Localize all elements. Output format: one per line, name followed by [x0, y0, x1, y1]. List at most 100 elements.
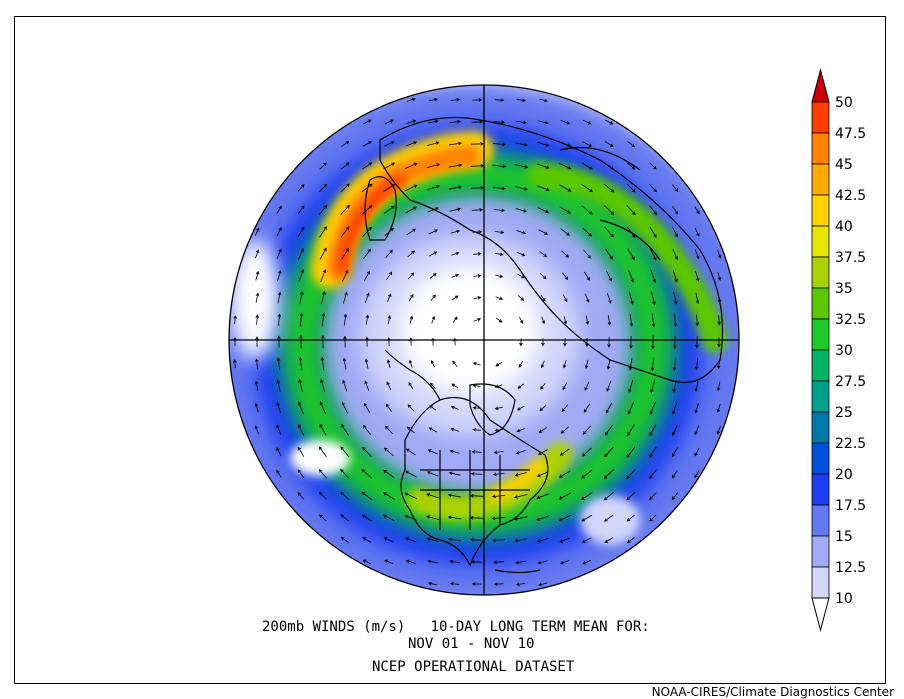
wind-arrow — [717, 293, 722, 304]
wind-arrow — [319, 247, 327, 260]
wind-arrow — [495, 361, 503, 367]
wind-arrow — [514, 186, 528, 191]
wind-arrow — [583, 249, 592, 259]
wind-arrow — [716, 403, 721, 413]
wind-arrow — [427, 141, 440, 146]
wind-arrow — [297, 226, 305, 238]
wind-arrow — [361, 205, 373, 215]
wind-arrow — [536, 163, 550, 169]
wind-arrow — [384, 559, 394, 565]
colorbar-label: 15 — [835, 529, 853, 545]
wind-arrow — [408, 382, 414, 390]
wind-arrow — [604, 537, 614, 543]
wind-arrow — [449, 119, 462, 124]
wind-arrow — [430, 382, 436, 389]
wind-arrow — [450, 427, 459, 432]
wind-arrow — [672, 227, 679, 238]
wind-arrow — [319, 226, 327, 238]
wind-arrow — [319, 423, 327, 436]
wind-arrow — [276, 447, 282, 457]
colorbar-label: 40 — [835, 219, 853, 235]
wind-arrow — [513, 494, 528, 499]
wind-arrow — [515, 582, 526, 587]
wind-arrow — [404, 492, 418, 500]
wind-arrow — [672, 357, 677, 372]
wind-arrow — [581, 447, 592, 457]
wind-arrow — [473, 274, 482, 278]
wind-arrow — [340, 537, 349, 543]
wind-arrow — [383, 537, 394, 543]
wind-arrow — [427, 559, 438, 564]
wind-arrow — [561, 250, 569, 258]
wind-arrow — [537, 141, 550, 147]
wind-arrow — [604, 226, 614, 238]
colorbar-box — [811, 504, 830, 537]
wind-arrow — [716, 381, 721, 392]
wind-arrow — [651, 291, 656, 306]
wind-arrow — [276, 424, 282, 435]
wind-arrow — [649, 424, 657, 437]
wind-arrow — [340, 446, 350, 458]
colorbar-label: 45 — [835, 157, 853, 173]
wind-arrow — [361, 491, 373, 501]
wind-arrow — [536, 515, 550, 521]
colorbar-label: 30 — [835, 343, 853, 359]
wind-arrow — [340, 468, 350, 479]
wind-arrow — [559, 184, 572, 192]
wind-arrow — [404, 514, 417, 521]
wind-arrow — [672, 424, 678, 436]
wind-arrow — [536, 471, 549, 477]
colorbar-label: 25 — [835, 405, 853, 421]
wind-arrow — [341, 401, 349, 414]
wind-arrow — [429, 251, 438, 257]
wind-arrow — [694, 249, 700, 260]
wind-arrow — [562, 360, 567, 369]
wind-arrow — [407, 250, 416, 258]
wind-arrow — [470, 186, 484, 190]
wind-arrow — [385, 249, 393, 259]
wind-arrow — [298, 269, 304, 283]
wind-arrow — [342, 357, 347, 370]
wind-arrow — [362, 559, 371, 565]
wind-arrow — [671, 447, 678, 458]
colorbar-label: 32.5 — [835, 312, 866, 328]
wind-arrow — [627, 424, 635, 437]
wind-arrow — [255, 292, 260, 303]
wind-arrow — [581, 469, 593, 479]
wind-arrow — [695, 314, 700, 327]
wind-arrow — [650, 269, 657, 283]
wind-arrow — [562, 294, 568, 303]
wind-arrow — [562, 272, 569, 280]
wind-arrow — [603, 469, 614, 479]
wind-arrow — [604, 183, 615, 193]
wind-arrow — [362, 424, 371, 435]
wind-arrow — [319, 204, 328, 215]
wind-arrow — [406, 426, 415, 434]
wind-arrow — [584, 293, 590, 303]
wind-arrow — [365, 314, 370, 325]
wind-arrow — [448, 471, 461, 476]
wind-arrow — [649, 248, 657, 261]
wind-arrow — [277, 269, 282, 282]
wind-arrow — [382, 492, 395, 500]
wind-arrow — [536, 493, 550, 500]
wind-arrow — [649, 184, 657, 193]
wind-arrow — [362, 141, 372, 147]
wind-arrow — [470, 142, 484, 146]
wind-arrow — [320, 378, 326, 393]
wind-arrow — [451, 295, 459, 301]
colorbar-box — [811, 535, 830, 568]
wind-arrow — [649, 401, 656, 415]
wind-arrow — [558, 470, 571, 478]
wind-arrow — [673, 313, 678, 328]
wind-arrow — [651, 313, 656, 328]
wind-arrow — [694, 425, 700, 436]
wind-arrow — [254, 380, 259, 391]
wind-arrow — [495, 317, 503, 323]
wind-arrow — [472, 384, 481, 388]
wind-arrow — [627, 162, 636, 170]
wind-arrow — [581, 184, 593, 193]
wind-arrow — [539, 251, 548, 257]
colorbar-box — [811, 380, 830, 413]
wind-arrow — [362, 162, 373, 170]
